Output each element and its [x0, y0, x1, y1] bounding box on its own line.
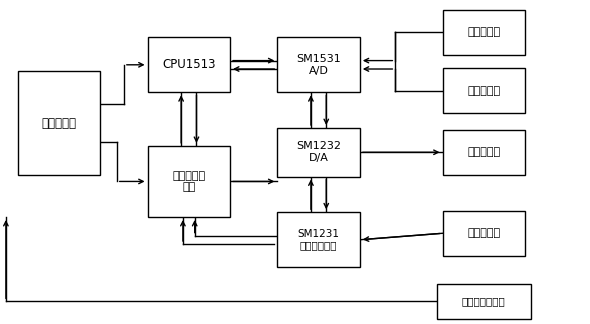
Text: 压力传感器: 压力传感器 [467, 28, 500, 37]
Text: SM1531
A/D: SM1531 A/D [296, 54, 341, 75]
Bar [18, 71, 100, 175]
Bar [277, 212, 360, 267]
Bar [442, 130, 525, 175]
Bar [148, 37, 230, 92]
Text: 位移传感器: 位移传感器 [467, 86, 500, 96]
Text: 模糊智能控
制器: 模糊智能控 制器 [172, 171, 205, 192]
Text: SM1232
D/A: SM1232 D/A [296, 142, 341, 163]
Bar [277, 37, 360, 92]
Text: CPU1513: CPU1513 [162, 58, 215, 71]
Bar [148, 146, 230, 217]
Text: 工业计算机: 工业计算机 [41, 117, 77, 130]
Bar [442, 10, 525, 55]
Bar [442, 68, 525, 113]
Bar [437, 284, 531, 319]
Bar [442, 211, 525, 256]
Text: 气动比例阀: 气动比例阀 [467, 147, 500, 157]
Text: 温度传感器: 温度传感器 [467, 228, 500, 238]
Text: SM1231
温度检测模块: SM1231 温度检测模块 [297, 229, 340, 250]
Bar [277, 128, 360, 177]
Text: 各轴电机驱动器: 各轴电机驱动器 [462, 296, 506, 306]
